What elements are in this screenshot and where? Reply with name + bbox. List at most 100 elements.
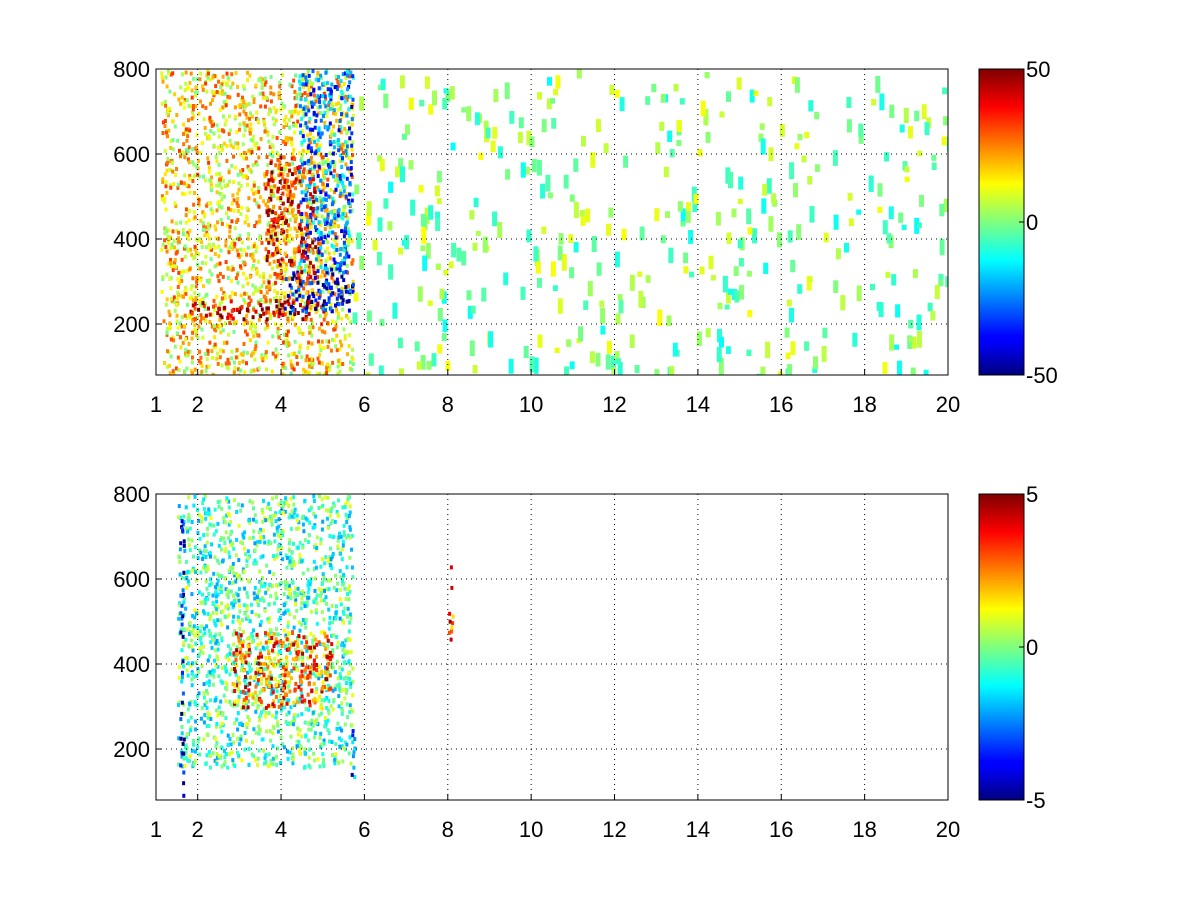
heatmap-cell — [204, 254, 208, 259]
heatmap-cell — [192, 674, 196, 679]
heatmap-cell — [278, 274, 282, 279]
heatmap-cell — [297, 79, 301, 84]
heatmap-cell — [227, 361, 231, 366]
heatmap-cell — [298, 345, 302, 350]
heatmap-cell — [252, 244, 256, 249]
heatmap-cell — [240, 205, 244, 210]
heatmap-cell — [295, 592, 299, 596]
heatmap-cell — [449, 86, 455, 100]
heatmap-cell — [277, 314, 281, 319]
heatmap-cell — [311, 209, 315, 214]
heatmap-cell — [322, 764, 326, 768]
heatmap-cell — [879, 93, 885, 111]
heatmap-cell — [238, 103, 242, 107]
heatmap-cell — [319, 178, 323, 183]
heatmap-cell — [311, 135, 315, 140]
heatmap-cell — [287, 721, 291, 726]
heatmap-cell — [606, 340, 612, 354]
heatmap-cell — [173, 245, 176, 250]
heatmap-cell — [314, 245, 318, 250]
heatmap-cell — [251, 263, 255, 268]
heatmap-cell — [239, 211, 243, 216]
heatmap-cell — [278, 257, 282, 262]
heatmap-cell — [343, 505, 347, 510]
heatmap-cell — [311, 698, 315, 703]
heatmap-cell — [297, 350, 301, 355]
heatmap-cell — [323, 561, 327, 566]
heatmap-cell — [303, 240, 307, 245]
heatmap-cell — [252, 97, 256, 102]
heatmap-cell — [342, 572, 346, 577]
heatmap-cell — [342, 261, 346, 266]
heatmap-cell — [318, 494, 321, 499]
heatmap-cell — [240, 706, 244, 711]
heatmap-cell — [921, 104, 927, 120]
heatmap-cell — [279, 728, 283, 733]
heatmap-cell — [283, 291, 287, 296]
heatmap-cell — [877, 183, 883, 197]
heatmap-cell — [174, 251, 178, 256]
heatmap-cell — [340, 701, 344, 706]
heatmap-cell — [295, 665, 299, 670]
heatmap-cell — [311, 250, 315, 255]
heatmap-cell — [340, 375, 343, 379]
heatmap-cell — [256, 185, 260, 190]
heatmap-cell — [183, 764, 187, 768]
heatmap-cell — [284, 719, 288, 724]
heatmap-cell — [251, 291, 255, 296]
heatmap-cell — [228, 321, 232, 325]
heatmap-cell — [220, 192, 224, 197]
heatmap-cell — [349, 681, 353, 686]
heatmap-cell — [254, 646, 258, 651]
heatmap-cell — [229, 702, 233, 707]
heatmap-cell — [283, 251, 287, 256]
heatmap-cell — [346, 87, 349, 92]
heatmap-cell — [345, 690, 348, 695]
heatmap-cell — [264, 640, 268, 645]
heatmap-cell — [252, 334, 256, 339]
heatmap-cell — [638, 290, 644, 308]
heatmap-cell — [219, 618, 223, 623]
heatmap-cell — [215, 755, 219, 760]
heatmap-cell — [281, 361, 285, 366]
heatmap-cell — [208, 633, 212, 638]
heatmap-cell — [306, 204, 309, 209]
heatmap-cell — [336, 676, 340, 681]
heatmap-cell — [311, 247, 314, 252]
heatmap-cell — [341, 708, 344, 713]
heatmap-cell — [209, 577, 212, 582]
heatmap-cell — [814, 164, 820, 172]
heatmap-cell — [260, 307, 264, 312]
heatmap-cell — [338, 672, 342, 677]
heatmap-cell — [305, 183, 309, 188]
heatmap-cell — [308, 260, 312, 265]
heatmap-cell — [328, 615, 332, 620]
heatmap-cell — [229, 299, 233, 304]
heatmap-cell — [347, 299, 351, 303]
heatmap-cell — [292, 559, 296, 564]
heatmap-cell — [295, 700, 299, 705]
heatmap-cell — [311, 291, 315, 296]
heatmap-cell — [185, 148, 188, 153]
heatmap-cell — [185, 366, 189, 371]
heatmap-cell — [198, 349, 202, 354]
heatmap-cell — [266, 617, 270, 622]
heatmap-cell — [290, 183, 294, 188]
heatmap-cell — [239, 633, 243, 638]
heatmap-cell — [301, 522, 305, 527]
heatmap-cell — [205, 724, 209, 729]
heatmap-cell — [182, 640, 186, 645]
heatmap-cell — [330, 224, 334, 229]
heatmap-cell — [377, 155, 383, 162]
heatmap-cell — [342, 687, 346, 692]
heatmap-cell — [342, 620, 346, 625]
heatmap-cell — [255, 271, 259, 276]
heatmap-cell — [192, 210, 196, 215]
heatmap-cell — [346, 243, 350, 248]
heatmap-cell — [419, 99, 425, 107]
heatmap-cell — [272, 204, 276, 209]
heatmap-cell — [301, 175, 305, 180]
heatmap-cell — [183, 244, 187, 249]
heatmap-cell — [274, 347, 278, 352]
heatmap-cell — [259, 648, 263, 653]
